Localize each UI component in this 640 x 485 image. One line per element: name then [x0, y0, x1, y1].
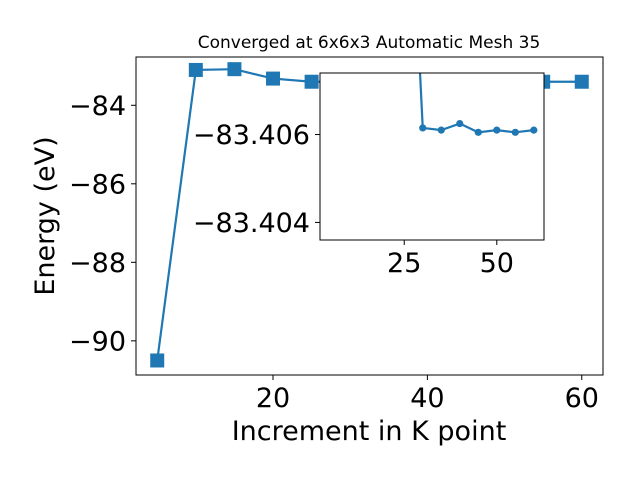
main-x-tick-label: 60	[565, 383, 599, 414]
main-axes-frame	[135, 56, 604, 376]
main-x-tick-label: 40	[410, 383, 444, 414]
inset-tick-group: 25 50 −83.406 −83.404	[193, 120, 514, 279]
inset-data-point	[511, 128, 519, 136]
main-data-point	[188, 62, 203, 77]
inset-x-tick-label: 50	[480, 248, 514, 279]
main-y-tick-label: −90	[69, 327, 126, 358]
inset-data-point	[437, 126, 445, 134]
main-data-point	[227, 62, 242, 77]
main-data-point	[574, 74, 589, 89]
main-x-tick-label: 20	[256, 383, 290, 414]
inset-x-tick-label: 25	[387, 248, 421, 279]
main-chart: Converged at 6x6x3 Automatic Mesh 35 Inc…	[30, 33, 604, 447]
main-y-tick-label: −86	[69, 170, 126, 201]
inset-data-point	[456, 119, 464, 128]
inset-data-point	[530, 126, 538, 134]
main-y-tick-label: −88	[69, 248, 126, 279]
y-axis-label: Energy (eV)	[30, 136, 61, 295]
inset-chart: 25 50 −83.406 −83.404	[193, 72, 545, 279]
main-data-point	[266, 71, 281, 86]
main-data-point	[150, 353, 165, 368]
main-data-point	[304, 74, 319, 89]
chart-title: Converged at 6x6x3 Automatic Mesh 35	[198, 33, 541, 53]
inset-plot-area	[418, 73, 538, 136]
inset-data-point	[493, 126, 501, 134]
inset-data-point	[419, 124, 427, 132]
inset-axes-frame	[319, 72, 545, 241]
main-y-tick-label: −84	[69, 91, 126, 122]
main-tick-group: 20 40 60 −90 −88 −86 −84	[69, 91, 599, 414]
x-axis-label: Increment in K point	[232, 416, 507, 447]
inset-y-tick-label: −83.404	[193, 208, 310, 239]
inset-y-tick-label: −83.406	[193, 120, 310, 151]
inset-data-point	[474, 128, 482, 136]
inset-background	[320, 73, 544, 240]
